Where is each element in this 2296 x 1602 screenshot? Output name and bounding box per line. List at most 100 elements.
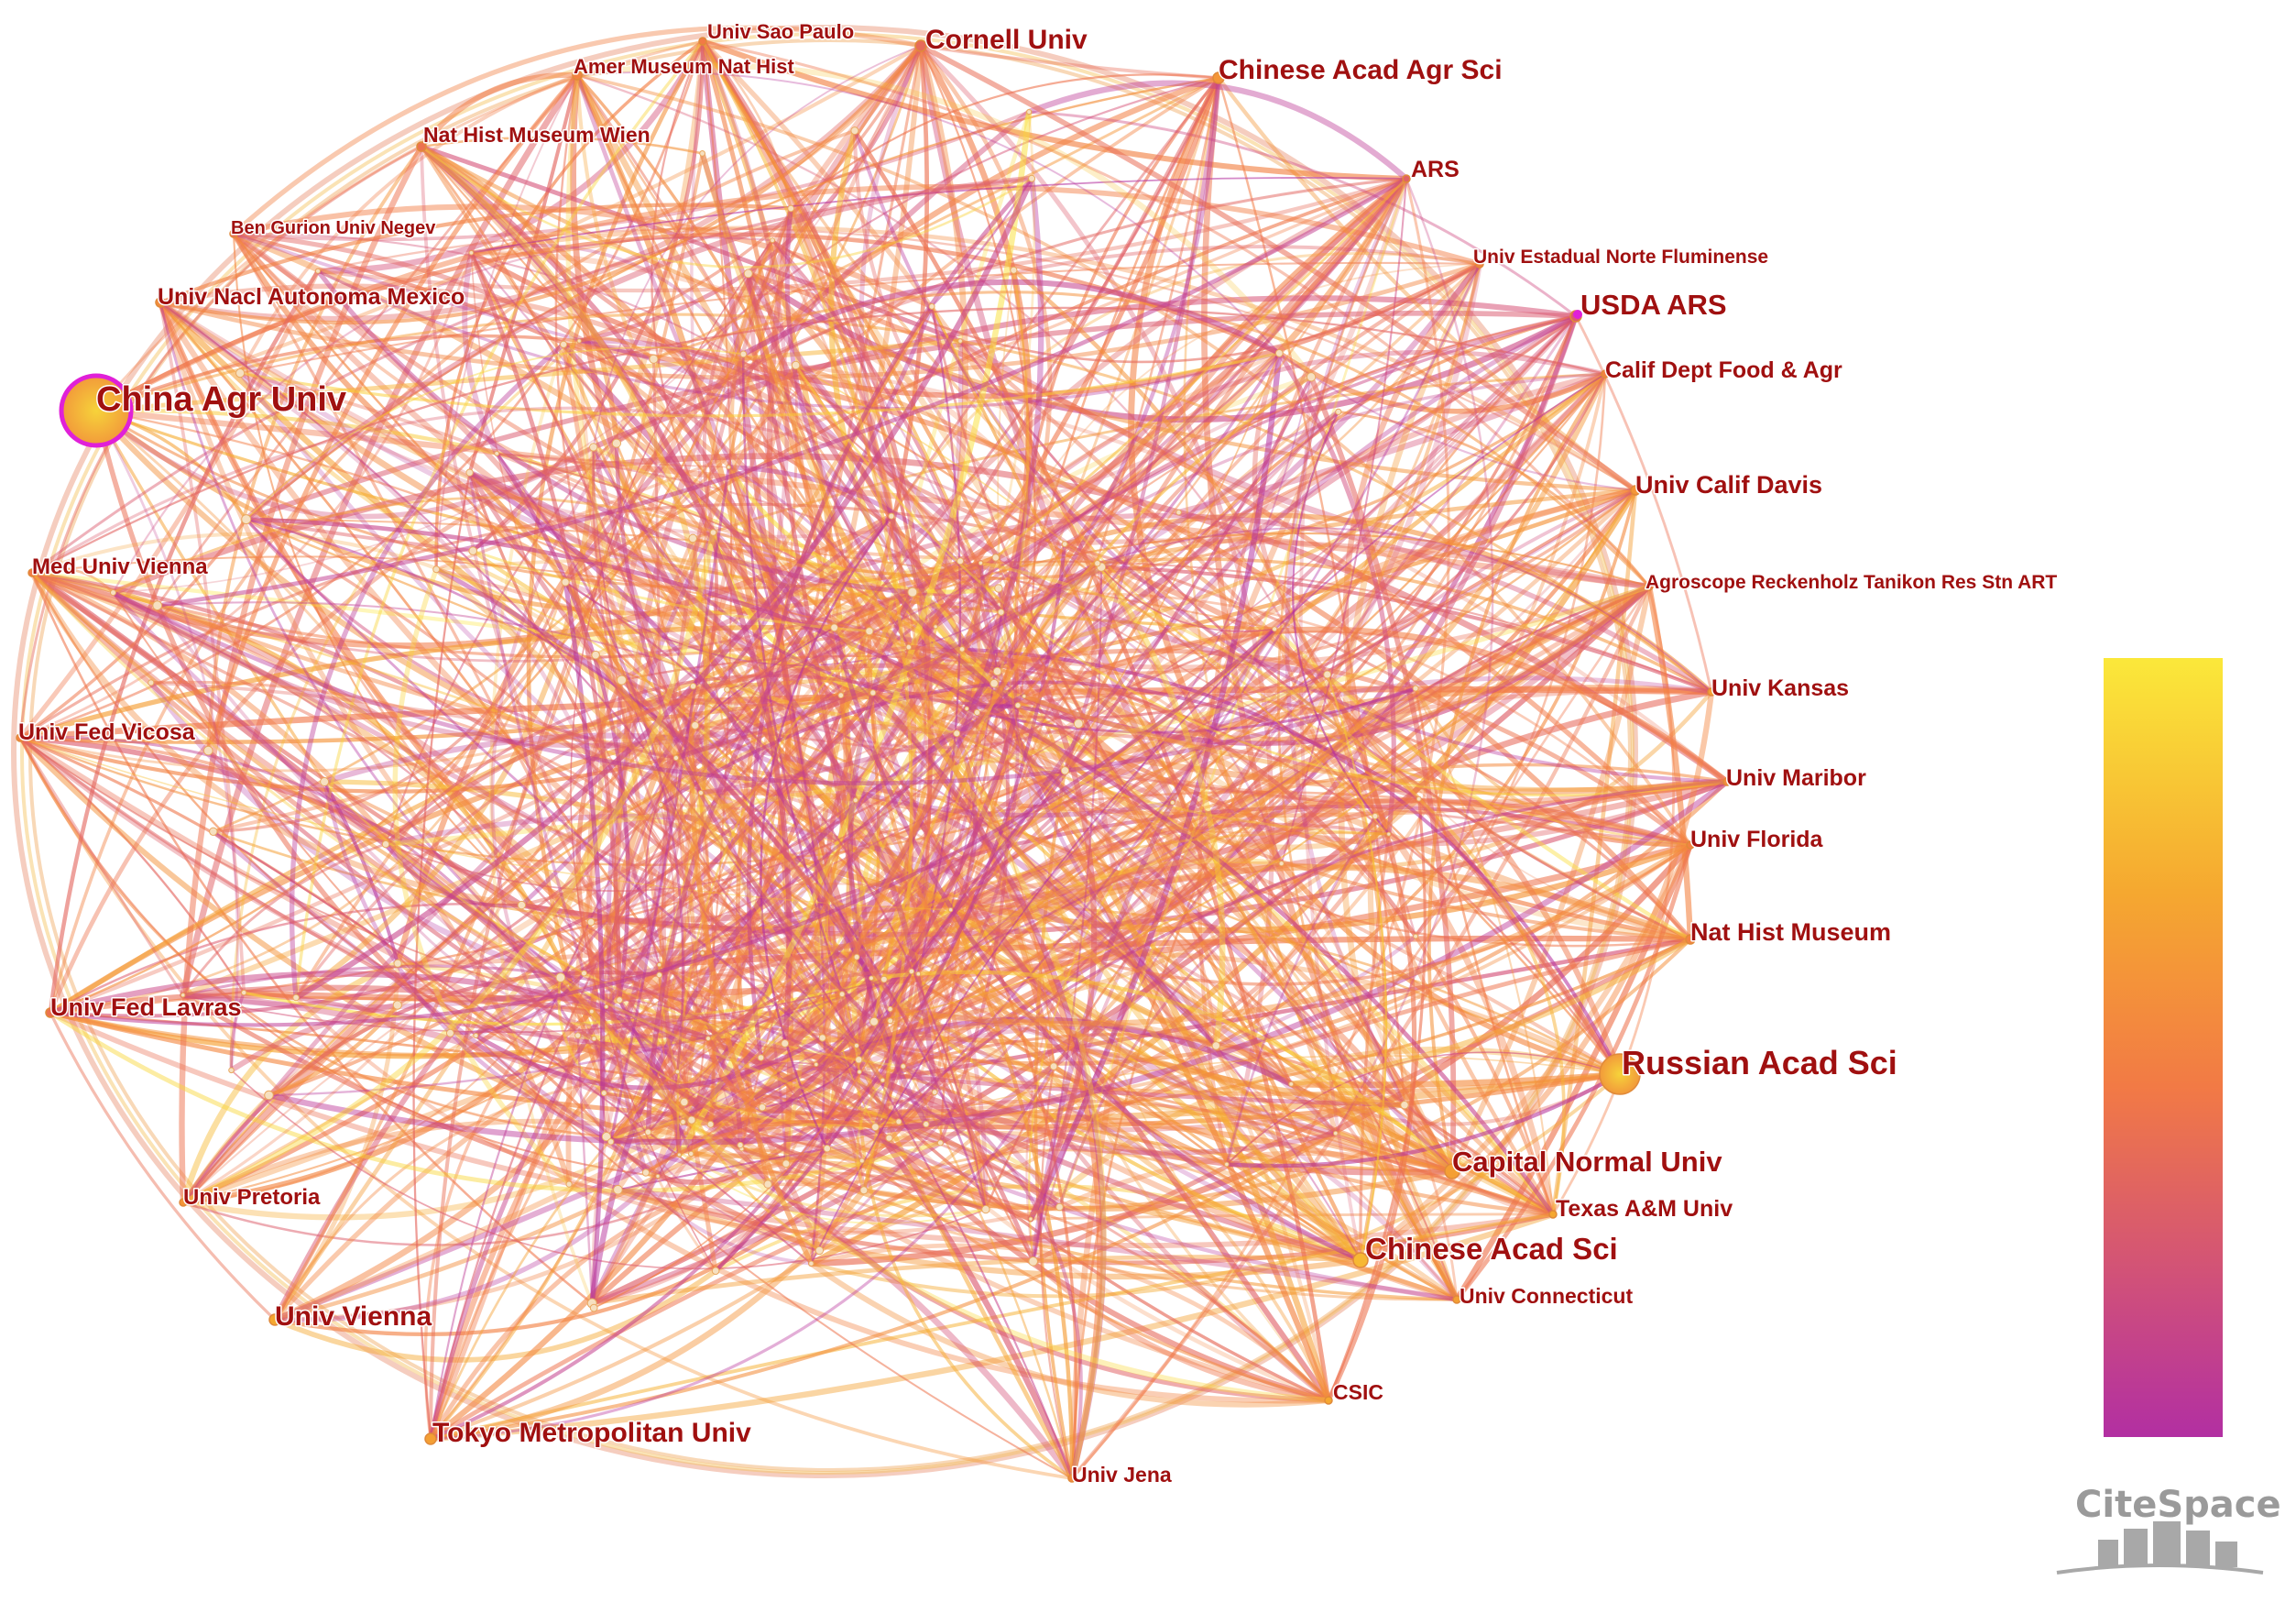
collaboration-link: [895, 688, 1715, 1125]
unlabeled-institution-node: [880, 1077, 886, 1083]
node-univ-kansas[interactable]: [1707, 687, 1716, 697]
node-univ-connecticut[interactable]: [1452, 1295, 1461, 1304]
collaboration-link: [740, 314, 1578, 1150]
collaboration-link: [575, 73, 1417, 938]
collaboration-link: [995, 585, 1098, 1223]
collaboration-link: [412, 471, 471, 1441]
node-univ-nacl-autonoma-mexico[interactable]: [155, 297, 166, 308]
collaboration-link: [1039, 1065, 1074, 1480]
collaboration-link: [933, 624, 997, 686]
collaboration-link: [1076, 720, 1456, 1175]
collaboration-link: [159, 301, 246, 994]
collaboration-link: [948, 843, 1692, 986]
unlabeled-institution-node: [604, 1004, 609, 1010]
label-tokyo-metropolitan: Tokyo Metropolitan Univ: [432, 1418, 751, 1448]
collaboration-link: [1416, 796, 1566, 1216]
label-ars: ARS: [1411, 157, 1460, 182]
collaboration-link: [1327, 797, 1427, 1402]
node-nat-hist-museum-wien[interactable]: [416, 141, 427, 152]
collaboration-link: [238, 73, 579, 375]
node-texas-am[interactable]: [1548, 1210, 1558, 1219]
collaboration-link: [48, 625, 837, 1015]
collaboration-link: [699, 371, 1608, 956]
collaboration-link: [960, 647, 1219, 1048]
collaboration-link: [469, 225, 1638, 493]
collaboration-link: [158, 300, 998, 686]
collaboration-link: [840, 822, 1391, 996]
unlabeled-institution-node: [705, 1036, 711, 1041]
node-univ-vienna[interactable]: [268, 1313, 281, 1326]
collaboration-link: [608, 1139, 814, 1266]
unlabeled-institution-node: [586, 917, 596, 927]
collaboration-link: [854, 371, 1608, 1048]
node-univ-fed-vicosa[interactable]: [16, 733, 25, 742]
collaboration-link: [1645, 583, 1694, 943]
label-usda-ars: USDA ARS: [1580, 289, 1727, 321]
collaboration-link: [701, 39, 913, 1192]
collaboration-link: [574, 71, 1364, 1264]
collaboration-link: [871, 796, 1422, 1025]
node-univ-sao-paulo[interactable]: [698, 37, 707, 46]
collaboration-link: [609, 466, 730, 1144]
unlabeled-institution-node: [473, 1033, 479, 1038]
collaboration-link: [589, 1255, 1363, 1306]
node-univ-calif-davis[interactable]: [1630, 485, 1641, 496]
collaboration-link: [315, 269, 915, 595]
collaboration-link: [272, 626, 1277, 1322]
unlabeled-institution-node: [973, 708, 981, 717]
collaboration-link: [873, 489, 1636, 1023]
node-univ-florida[interactable]: [1686, 840, 1695, 850]
node-chinese-acad-sci[interactable]: [1352, 1252, 1369, 1268]
node-univ-maribor[interactable]: [1722, 777, 1732, 786]
unlabeled-institution-node: [743, 269, 753, 279]
unlabeled-institution-node: [591, 1036, 597, 1042]
collaboration-link: [17, 735, 525, 908]
collaboration-link: [1183, 76, 1459, 1301]
unlabeled-institution-node: [691, 721, 700, 730]
unlabeled-institution-node: [644, 1128, 652, 1136]
node-amer-museum[interactable]: [572, 70, 583, 81]
node-med-univ-vienna[interactable]: [27, 568, 37, 577]
label-agroscope: Agroscope Reckenholz Tanikon Res Stn ART: [1645, 572, 2057, 593]
collaboration-link: [566, 1181, 1331, 1404]
node-ben-gurion[interactable]: [229, 229, 238, 238]
collaboration-link: [211, 828, 661, 1179]
collaboration-link: [232, 110, 1032, 242]
node-univ-pretoria[interactable]: [179, 1198, 188, 1207]
collaboration-link: [592, 45, 922, 448]
collaboration-link: [699, 791, 1362, 1262]
unlabeled-institution-node: [392, 1000, 402, 1010]
node-univ-jena[interactable]: [1067, 1474, 1077, 1483]
collaboration-link: [794, 364, 1729, 797]
collaboration-link: [272, 1152, 683, 1323]
node-univ-fed-lavras[interactable]: [45, 1007, 56, 1018]
collaboration-link: [972, 560, 997, 686]
node-cornell[interactable]: [914, 39, 927, 52]
collaboration-link: [429, 1212, 1555, 1441]
node-tokyo-metropolitan[interactable]: [424, 1432, 437, 1445]
unlabeled-institution-node: [574, 1032, 582, 1039]
collaboration-link: [245, 517, 858, 1048]
unlabeled-institution-node: [837, 692, 845, 699]
node-agroscope[interactable]: [1645, 582, 1654, 591]
node-china-agr-univ[interactable]: [59, 373, 134, 448]
collaboration-link: [984, 585, 1651, 1211]
unlabeled-institution-node: [869, 689, 877, 697]
collaboration-link: [576, 338, 1331, 1403]
node-nat-hist-museum[interactable]: [1685, 934, 1696, 945]
node-univ-estadual-norte-fluminense[interactable]: [1475, 259, 1484, 269]
node-calif-dept-food-agr[interactable]: [1601, 369, 1610, 379]
collaboration-link: [869, 976, 1407, 1120]
node-ars[interactable]: [1402, 174, 1411, 183]
collaboration-link: [1551, 585, 1676, 1216]
collaboration-link: [179, 143, 425, 1206]
node-capital-normal-univ[interactable]: [1444, 1163, 1460, 1180]
unlabeled-institution-node: [1333, 1130, 1339, 1136]
node-russian-acad-sci[interactable]: [1599, 1053, 1641, 1095]
collaboration-link: [609, 804, 675, 1143]
node-csic[interactable]: [1324, 1396, 1333, 1405]
node-chinese-acad-agr-sci[interactable]: [1212, 71, 1225, 84]
collaboration-link: [1357, 841, 1694, 1264]
collaboration-link: [674, 531, 718, 760]
collaboration-link: [469, 243, 746, 357]
